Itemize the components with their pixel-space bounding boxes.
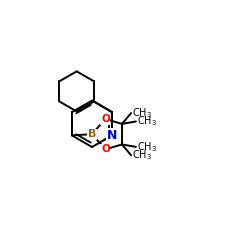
Text: CH$_3$: CH$_3$ <box>137 114 157 128</box>
Text: N: N <box>107 129 117 142</box>
Text: O: O <box>101 144 110 154</box>
Text: CH$_3$: CH$_3$ <box>137 140 157 154</box>
Text: O: O <box>101 114 110 124</box>
Text: B: B <box>88 129 96 139</box>
Text: CH$_3$: CH$_3$ <box>132 148 152 162</box>
Text: CH$_3$: CH$_3$ <box>132 106 152 120</box>
